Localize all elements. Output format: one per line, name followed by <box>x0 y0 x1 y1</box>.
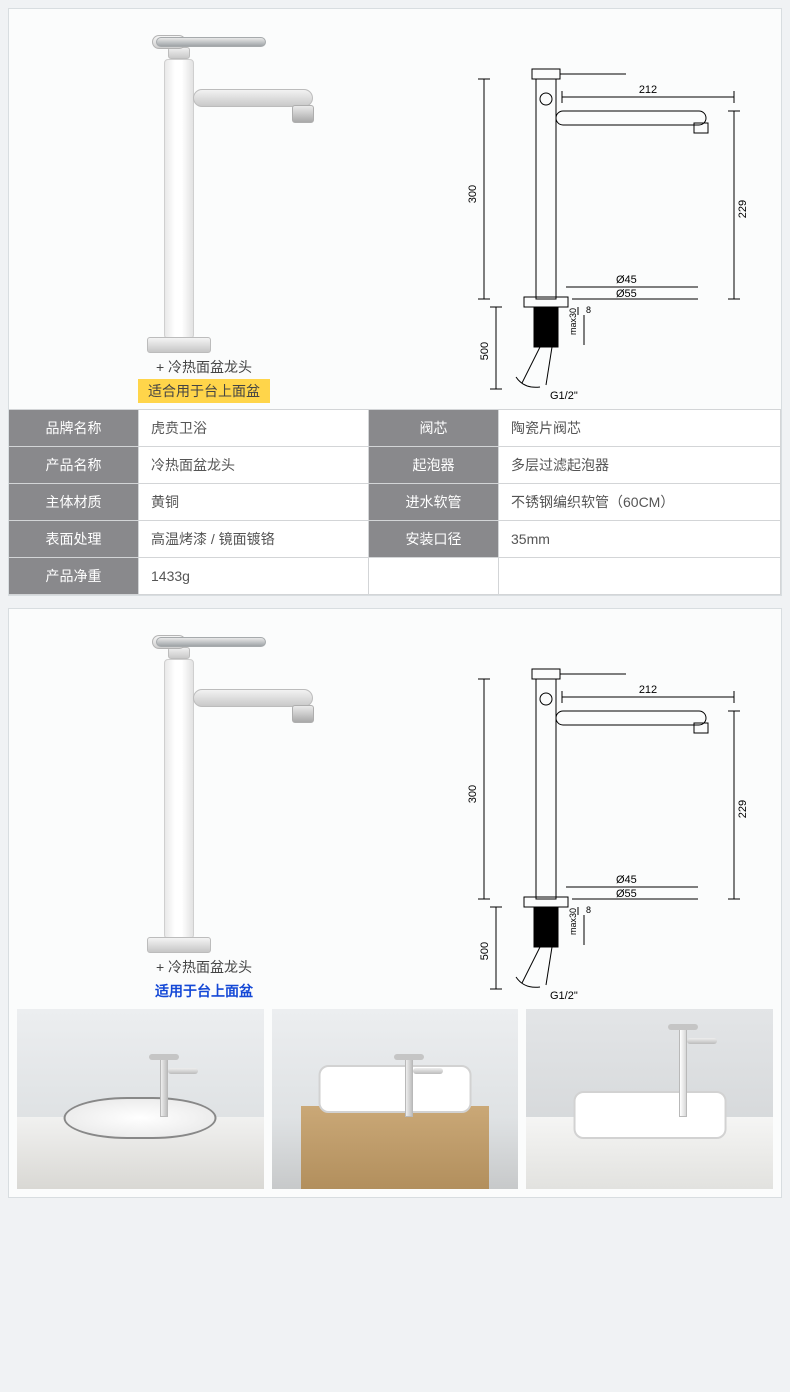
gallery-thumb-2 <box>272 1009 519 1189</box>
spec-empty <box>369 558 499 595</box>
caption-title-2: + 冷热面盆龙头 <box>156 953 252 979</box>
svg-text:Ø45: Ø45 <box>616 874 637 886</box>
svg-text:Ø45: Ø45 <box>616 274 637 286</box>
spec-key: 品牌名称 <box>9 410 139 447</box>
spec-key: 产品名称 <box>9 447 139 484</box>
schematic-col: 300 500 212 229 Ø45 Ø55 8 max30 G1/2" <box>405 49 767 409</box>
spec-key: 进水软管 <box>369 484 499 521</box>
svg-text:max30: max30 <box>568 908 578 935</box>
spec-empty <box>499 558 781 595</box>
faucet-render-col: + 冷热面盆龙头 适合用于台上面盆 <box>23 23 385 409</box>
product-row-1: + 冷热面盆龙头 适合用于台上面盆 <box>9 9 781 409</box>
svg-text:212: 212 <box>639 684 657 696</box>
svg-text:212: 212 <box>639 84 657 96</box>
gallery-thumb-1 <box>17 1009 264 1189</box>
caption-sub-gold: 适合用于台上面盆 <box>138 379 270 403</box>
svg-text:8: 8 <box>586 305 591 315</box>
svg-text:300: 300 <box>467 785 479 803</box>
spec-value: 冷热面盆龙头 <box>139 447 369 484</box>
svg-text:max30: max30 <box>568 308 578 335</box>
svg-text:500: 500 <box>479 342 491 360</box>
faucet-illustration <box>94 23 314 353</box>
spec-table: 品牌名称虎贲卫浴阀芯陶瓷片阀芯产品名称冷热面盆龙头起泡器多层过滤起泡器主体材质黄… <box>9 409 781 595</box>
schematic-drawing-2: 300 500 212 229 Ø45 Ø55 8 max30 G1/2" <box>416 649 756 1009</box>
faucet-illustration-2 <box>94 623 314 953</box>
product-row-2: + 冷热面盆龙头 适用于台上面盆 <box>9 609 781 1009</box>
svg-text:300: 300 <box>467 185 479 203</box>
spec-value: 多层过滤起泡器 <box>499 447 781 484</box>
svg-text:G1/2": G1/2" <box>550 990 578 1002</box>
spec-key: 阀芯 <box>369 410 499 447</box>
spec-value: 不锈钢编织软管（60CM） <box>499 484 781 521</box>
spec-value: 1433g <box>139 558 369 595</box>
spec-key: 安装口径 <box>369 521 499 558</box>
svg-text:229: 229 <box>737 200 749 218</box>
spec-key: 产品净重 <box>9 558 139 595</box>
spec-value: 35mm <box>499 521 781 558</box>
spec-value: 陶瓷片阀芯 <box>499 410 781 447</box>
caption-sub-blue: 适用于台上面盆 <box>145 979 263 1003</box>
product-panel-2: + 冷热面盆龙头 适用于台上面盆 <box>8 608 782 1198</box>
faucet-render-col-2: + 冷热面盆龙头 适用于台上面盆 <box>23 623 385 1009</box>
spec-value: 虎贲卫浴 <box>139 410 369 447</box>
caption-title: + 冷热面盆龙头 <box>156 353 252 379</box>
product-panel-1: + 冷热面盆龙头 适合用于台上面盆 <box>8 8 782 596</box>
svg-text:G1/2": G1/2" <box>550 390 578 402</box>
schematic-col-2: 300 500 212 229 Ø45 Ø55 8 max30 G1/2" <box>405 649 767 1009</box>
svg-text:229: 229 <box>737 800 749 818</box>
svg-text:Ø55: Ø55 <box>616 288 637 300</box>
spec-key: 主体材质 <box>9 484 139 521</box>
gallery-thumb-3 <box>526 1009 773 1189</box>
spec-key: 起泡器 <box>369 447 499 484</box>
svg-text:500: 500 <box>479 942 491 960</box>
spec-value: 高温烤漆 / 镜面镀铬 <box>139 521 369 558</box>
svg-text:Ø55: Ø55 <box>616 888 637 900</box>
spec-value: 黄铜 <box>139 484 369 521</box>
schematic-drawing: 300 500 212 229 Ø45 Ø55 8 max30 G1/2" <box>416 49 756 409</box>
svg-text:8: 8 <box>586 905 591 915</box>
gallery <box>9 1009 781 1197</box>
spec-key: 表面处理 <box>9 521 139 558</box>
